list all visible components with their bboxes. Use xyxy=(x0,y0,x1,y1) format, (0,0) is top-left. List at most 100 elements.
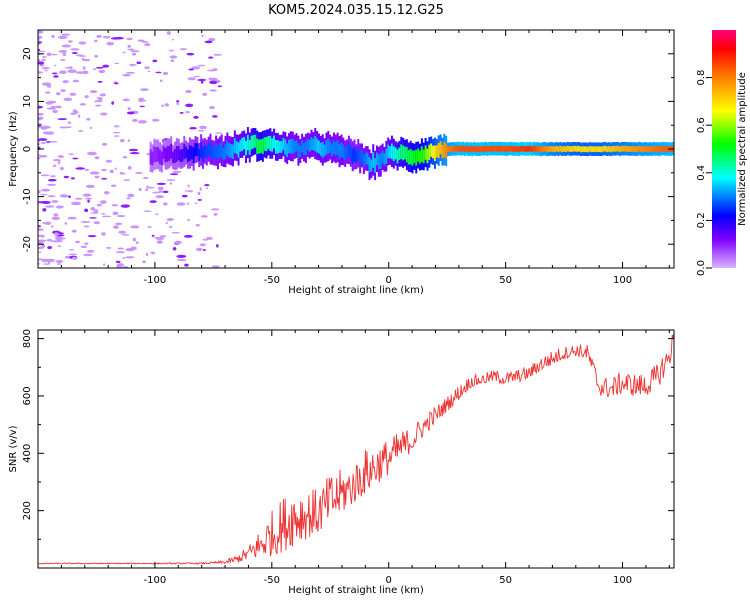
noise-speckle xyxy=(142,176,149,179)
noise-speckle xyxy=(111,101,115,105)
noise-speckle xyxy=(111,204,119,207)
noise-speckle xyxy=(127,48,135,51)
noise-speckle xyxy=(101,232,106,236)
ridge-core xyxy=(239,139,242,152)
noise-speckle xyxy=(68,249,75,251)
noise-speckle xyxy=(117,247,124,250)
noise-speckle xyxy=(199,125,207,130)
spectrogram-ylabel: Frequency (Hz) xyxy=(8,111,19,187)
noise-speckle xyxy=(84,209,87,212)
noise-speckle xyxy=(143,210,152,212)
ridge-core xyxy=(520,145,523,152)
noise-speckle xyxy=(120,139,125,143)
noise-speckle xyxy=(59,126,69,129)
noise-speckle xyxy=(176,254,187,258)
noise-speckle xyxy=(52,159,62,162)
ridge-core xyxy=(475,146,478,153)
ridge-core xyxy=(172,151,175,164)
noise-speckle xyxy=(141,99,146,102)
ridge-core xyxy=(422,149,425,164)
ridge-core xyxy=(188,145,191,161)
ridge-core xyxy=(196,143,199,156)
ridge-core xyxy=(325,140,328,155)
ridge-core xyxy=(284,139,287,155)
spectrogram-noise xyxy=(38,30,223,268)
ridge-core xyxy=(506,146,509,152)
noise-speckle xyxy=(151,234,155,237)
ridge-core xyxy=(645,146,648,152)
ridge-core xyxy=(499,145,502,152)
noise-speckle xyxy=(122,51,126,54)
ridge-core xyxy=(561,146,564,153)
noise-speckle xyxy=(125,71,136,74)
ridge-core xyxy=(579,146,582,153)
noise-speckle xyxy=(55,239,63,243)
noise-speckle xyxy=(185,89,192,94)
ridge-core xyxy=(503,145,506,152)
noise-speckle xyxy=(75,54,84,57)
noise-speckle xyxy=(101,213,106,215)
noise-speckle xyxy=(38,58,41,62)
noise-speckle xyxy=(83,225,90,228)
noise-speckle xyxy=(150,251,155,255)
noise-speckle xyxy=(52,164,57,167)
ridge-core xyxy=(258,139,261,154)
ridge-core xyxy=(162,146,165,159)
noise-speckle xyxy=(99,112,108,116)
noise-speckle xyxy=(72,157,79,160)
noise-speckle xyxy=(197,191,201,196)
noise-speckle xyxy=(41,56,47,58)
noise-speckle xyxy=(137,120,148,124)
noise-speckle xyxy=(38,48,41,51)
ridge-core xyxy=(372,152,375,168)
ridge-core xyxy=(190,146,193,160)
snr-xtick-label: 0 xyxy=(386,575,392,586)
noise-speckle xyxy=(209,106,215,110)
noise-speckle xyxy=(212,68,218,71)
noise-speckle xyxy=(120,204,130,208)
ridge-core xyxy=(613,145,616,152)
ridge-core xyxy=(589,145,592,152)
noise-speckle xyxy=(171,38,174,41)
noise-speckle xyxy=(125,247,135,252)
noise-speckle xyxy=(208,77,212,81)
noise-speckle xyxy=(103,191,110,195)
ridge-core xyxy=(634,146,637,152)
ridge-core xyxy=(639,145,642,152)
ridge-core xyxy=(355,150,358,163)
noise-speckle xyxy=(169,55,178,59)
snr-panel: -100 -50 0 50 100 200 400 600 800 Height of stra… xyxy=(8,329,675,596)
ridge-core xyxy=(323,144,326,157)
noise-speckle xyxy=(100,200,107,204)
noise-speckle xyxy=(64,66,73,69)
noise-speckle xyxy=(58,49,68,53)
noise-speckle xyxy=(67,253,78,256)
ridge-core xyxy=(445,143,448,159)
ridge-core xyxy=(312,138,315,151)
ridge-core xyxy=(548,146,551,152)
noise-speckle xyxy=(41,58,46,61)
noise-speckle xyxy=(82,70,89,75)
colorbar-tick-label: 0.6 xyxy=(696,117,707,133)
ridge-core xyxy=(454,146,457,152)
ridge-core xyxy=(297,143,300,159)
noise-speckle xyxy=(129,151,140,155)
ridge-core xyxy=(549,146,552,152)
ridge-core xyxy=(151,151,154,166)
noise-speckle xyxy=(41,66,50,70)
ridge-core xyxy=(435,145,438,158)
ridge-core xyxy=(525,146,528,152)
snr-xtick-label: -100 xyxy=(144,575,167,586)
ridge-core xyxy=(570,146,573,152)
spectrogram-xtick-label: -50 xyxy=(264,275,280,286)
noise-speckle xyxy=(68,153,75,156)
ridge-core xyxy=(383,153,386,166)
ridge-core xyxy=(202,146,205,162)
noise-speckle xyxy=(155,213,159,216)
noise-speckle xyxy=(163,202,168,206)
noise-speckle xyxy=(67,121,72,124)
ridge-core xyxy=(604,145,607,152)
ridge-core xyxy=(508,145,511,152)
snr-xtick-label: 100 xyxy=(613,575,632,586)
noise-speckle xyxy=(55,259,64,263)
